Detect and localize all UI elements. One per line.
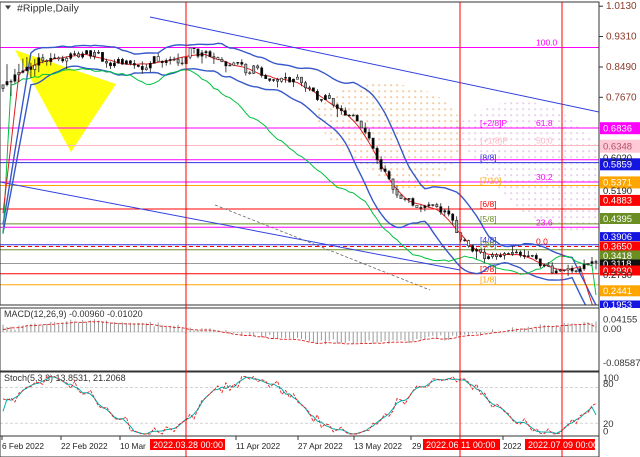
svg-text:0.00: 0.00 [603,324,622,335]
svg-text:[+2/8]P: [+2/8]P [480,118,508,128]
svg-text:#Ripple,Daily: #Ripple,Daily [17,2,80,14]
svg-text:[6/8]: [6/8] [480,199,497,209]
svg-text:[7/10]: [7/10] [480,176,501,186]
svg-text:0.6348: 0.6348 [603,142,632,153]
svg-text:MACD(12,26,9) -0.00960 -0.0102: MACD(12,26,9) -0.00960 -0.01020 [4,309,143,319]
svg-text:[8/8]: [8/8] [480,153,497,163]
svg-text:Stoch(5,3,3) 13.8531, 21.2068: Stoch(5,3,3) 13.8531, 21.2068 [4,373,126,383]
svg-text:[1/8]: [1/8] [480,275,497,285]
svg-text:11 Apr 2022: 11 Apr 2022 [236,441,281,451]
svg-text:22 Feb 2022: 22 Feb 2022 [61,441,108,451]
svg-text:0.8490: 0.8490 [606,62,637,73]
svg-text:61.8: 61.8 [536,118,553,128]
svg-text:{+1/8}P: {+1/8}P [480,136,508,146]
svg-text:[5/8]: [5/8] [480,214,497,224]
svg-text:100.0: 100.0 [536,38,558,48]
svg-text:27 Apr 2022: 27 Apr 2022 [298,441,343,451]
svg-text:1.0130: 1.0130 [606,1,637,12]
svg-text:30.2: 30.2 [536,172,553,182]
svg-text:2022.07.09 00:00: 2022.07.09 00:00 [528,440,598,450]
svg-text:0.6836: 0.6836 [603,124,632,135]
svg-text:0.2441: 0.2441 [603,286,632,297]
svg-text:2022: 2022 [503,441,522,451]
svg-text:0.7670: 0.7670 [606,92,637,103]
svg-text:23.6: 23.6 [536,217,553,227]
svg-text:0.6020: 0.6020 [603,153,632,164]
svg-text:0: 0 [603,427,608,438]
svg-text:2022.06.11 00:00: 2022.06.11 00:00 [426,440,495,450]
svg-text:-0.08587: -0.08587 [603,358,640,369]
svg-text:13 May 2022: 13 May 2022 [354,441,402,451]
svg-text:50.0: 50.0 [536,136,553,146]
svg-text:0.5190: 0.5190 [603,186,632,197]
svg-text:29: 29 [412,441,422,451]
svg-text:0.2730: 0.2730 [603,270,632,281]
svg-text:2022.03.28 00:00: 2022.03.28 00:00 [153,440,223,450]
svg-text:6 Feb 2022: 6 Feb 2022 [2,441,44,451]
svg-text:0.9310: 0.9310 [606,32,637,43]
svg-text:0.4395: 0.4395 [603,214,632,225]
svg-text:80: 80 [603,379,614,390]
svg-text:10 Mar: 10 Mar [120,441,146,451]
svg-text:0.4883: 0.4883 [603,196,632,207]
